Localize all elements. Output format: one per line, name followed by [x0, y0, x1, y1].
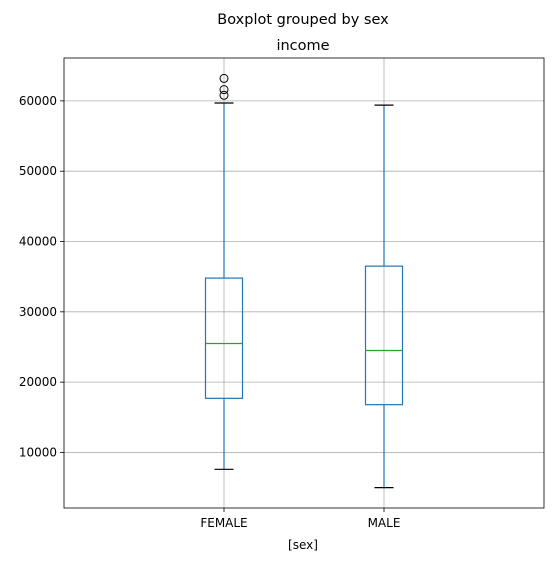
chart-title: income [276, 38, 329, 54]
box-female [204, 73, 244, 470]
outlier-point [219, 85, 229, 95]
axis-layer: 10000 20000 30000 40000 50000 60000 FEMALE MALE [19, 94, 401, 530]
x-tick-label: MALE [368, 516, 401, 530]
box-male [364, 104, 404, 489]
y-tick-label: 20000 [19, 375, 57, 389]
grid-layer [64, 58, 544, 508]
iqr-box [204, 277, 244, 399]
x-tick-label: FEMALE [200, 516, 247, 530]
plot-frame [63, 57, 545, 509]
outlier-point [219, 90, 229, 100]
outlier-point [219, 73, 229, 83]
chart-suptitle: Boxplot grouped by sex [217, 12, 389, 28]
x-axis-label: [sex] [288, 538, 318, 552]
iqr-box [364, 265, 404, 406]
y-tick-label: 10000 [19, 445, 57, 459]
y-tick-label: 40000 [19, 235, 57, 249]
box-layer [204, 73, 404, 489]
y-tick-label: 60000 [19, 94, 57, 108]
y-tick-label: 30000 [19, 305, 57, 319]
y-tick-label: 50000 [19, 164, 57, 178]
